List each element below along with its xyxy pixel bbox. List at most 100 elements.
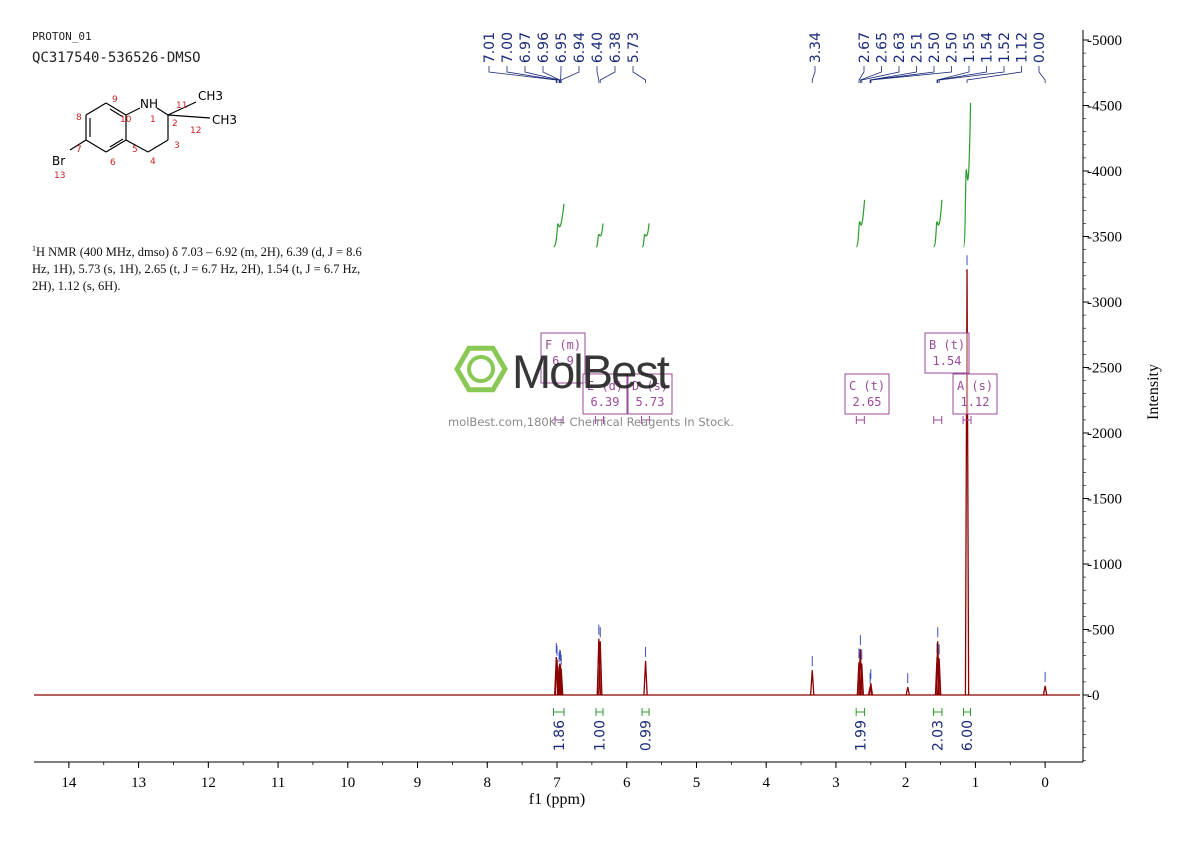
multiplet-label: D (s)	[632, 379, 668, 393]
multiplet-box	[582, 373, 628, 415]
structure-bond	[85, 102, 107, 116]
peak-shift-label: 6.95	[554, 32, 570, 63]
peak-shift-label: 5.73	[626, 32, 642, 63]
peak-shift-label: 6.97	[518, 32, 534, 63]
peak-shift-label: 2.65	[875, 32, 891, 63]
structure-bond	[167, 114, 211, 119]
structure-atom-index: 5	[132, 145, 138, 155]
x-axis-label: f1 (ppm)	[529, 791, 585, 808]
y-axis-label: Intensity	[1145, 364, 1162, 420]
spectrum-peak	[554, 656, 559, 696]
integral-curve	[595, 223, 604, 248]
spectrum-layer	[34, 255, 1080, 696]
multiplet-box	[540, 332, 586, 384]
peak-leader-line	[542, 66, 561, 83]
peak-leader-line	[560, 66, 580, 83]
peak-leader-line	[632, 66, 646, 83]
peak-label-layer: 7.01 7.00 6.97 6.96 6.95 6.94 6.40 6.38 5.73 3.34…	[482, 32, 1048, 83]
x-tick-label: 3	[832, 775, 840, 791]
structure-atom-index: 6	[110, 158, 116, 168]
axes-layer: 14 13 12 11 10 9 8 7 6 5 4 3 2 1 0f1 (ppm)-0-500-1000-…	[34, 30, 1162, 808]
peak-leader-line	[861, 66, 900, 83]
y-tick-label: -500	[1087, 623, 1115, 639]
y-tick-label: -1000	[1087, 557, 1122, 573]
structure-bond	[105, 102, 127, 116]
multiplet-label: B (t)	[929, 338, 965, 352]
x-tick-label: 8	[484, 775, 492, 791]
integral-curve	[932, 199, 943, 248]
peak-leader-line	[560, 66, 562, 83]
structure-double-bond	[109, 108, 124, 118]
structure-bond	[125, 139, 149, 153]
spectrum-peak	[809, 670, 815, 696]
structure-atom-br: Br	[52, 154, 65, 168]
y-tick-label: -3000	[1087, 295, 1122, 311]
integral-value: 1.00	[593, 720, 609, 751]
peak-shift-label: 7.00	[500, 32, 516, 63]
structure-bond	[156, 107, 169, 116]
x-tick-label: 11	[271, 775, 285, 791]
peak-leader-line	[506, 66, 558, 83]
peak-shift-label: 6.94	[572, 32, 588, 63]
peak-shift-label: 2.50	[927, 32, 943, 63]
watermark-url: molBest.com,180K+ Chemical Reagents In S…	[448, 415, 734, 429]
integral-value: 6.00	[960, 720, 976, 751]
spectrum-peak	[859, 663, 864, 696]
peak-shift-label: 1.55	[962, 32, 978, 63]
spectrum-peak	[596, 638, 602, 696]
peak-shift-label: 3.34	[808, 32, 824, 63]
spectrum-peak	[1042, 685, 1048, 696]
spectrum-source-title: PROTON_01	[32, 30, 92, 43]
structure-atom-index: 13	[54, 171, 65, 181]
integral-value: 1.86	[552, 720, 568, 751]
watermark-ring-icon	[467, 355, 495, 383]
structure-atom-index: 1	[150, 115, 156, 125]
peak-shift-label: 1.54	[980, 32, 996, 63]
peak-shift-label: 2.50	[945, 32, 961, 63]
peak-leader-line	[859, 66, 882, 83]
multiplet-box	[627, 373, 673, 415]
sample-id: QC317540-536526-DMSO	[32, 50, 201, 66]
structure-bond	[69, 139, 87, 151]
peak-leader-line	[936, 66, 970, 83]
peak-shift-label: 7.01	[482, 32, 498, 63]
peak-leader-line	[938, 66, 1005, 83]
multiplet-layer: F (m) 6.9 E (d) 6.39 D (s) 5.73 C (t) 2.65 B (t)…	[540, 332, 998, 424]
peak-leader-line	[858, 66, 865, 83]
integral-value: 2.03	[931, 720, 947, 751]
structure-double-bond	[109, 138, 124, 148]
peak-shift-label: 6.40	[590, 32, 606, 63]
structure-atom-index: 2	[172, 119, 178, 129]
multiplet-label: A (s)	[957, 379, 993, 393]
y-tick-label: -1500	[1087, 492, 1122, 508]
y-tick-label: -2500	[1087, 361, 1122, 377]
peak-leader-line	[596, 66, 600, 83]
x-tick-label: 9	[414, 775, 422, 791]
spectrum-peak	[558, 668, 564, 696]
spectrum-peak	[868, 683, 874, 696]
structure-atom-nh: NH	[140, 97, 158, 111]
integral-curve	[855, 199, 866, 248]
multiplet-shift: 5.73	[636, 395, 665, 409]
x-tick-label: 0	[1041, 775, 1049, 791]
structure-bond	[147, 139, 169, 153]
y-tick-label: -3500	[1087, 230, 1122, 246]
structure-atom-index: 4	[150, 157, 156, 167]
multiplet-label: F (m)	[545, 338, 581, 352]
peak-leader-line	[937, 66, 987, 83]
peak-leader-line	[870, 66, 952, 83]
x-tick-label: 1	[972, 775, 980, 791]
structure-bond	[125, 107, 141, 116]
multiplet-label: E (d)	[587, 379, 623, 393]
multiplet-box	[844, 373, 890, 415]
watermark-hexagon-icon	[454, 345, 508, 393]
integral-value: 1.99	[853, 720, 869, 751]
y-tick-label: -4500	[1087, 99, 1122, 115]
structure-atom-index: 7	[76, 145, 82, 155]
x-tick-label: 2	[902, 775, 910, 791]
structure-atom-ch3: CH3	[212, 113, 237, 127]
structure-atom-ch3: CH3	[198, 89, 223, 103]
peak-shift-label: 2.63	[892, 32, 908, 63]
peak-leader-line	[1038, 66, 1046, 83]
